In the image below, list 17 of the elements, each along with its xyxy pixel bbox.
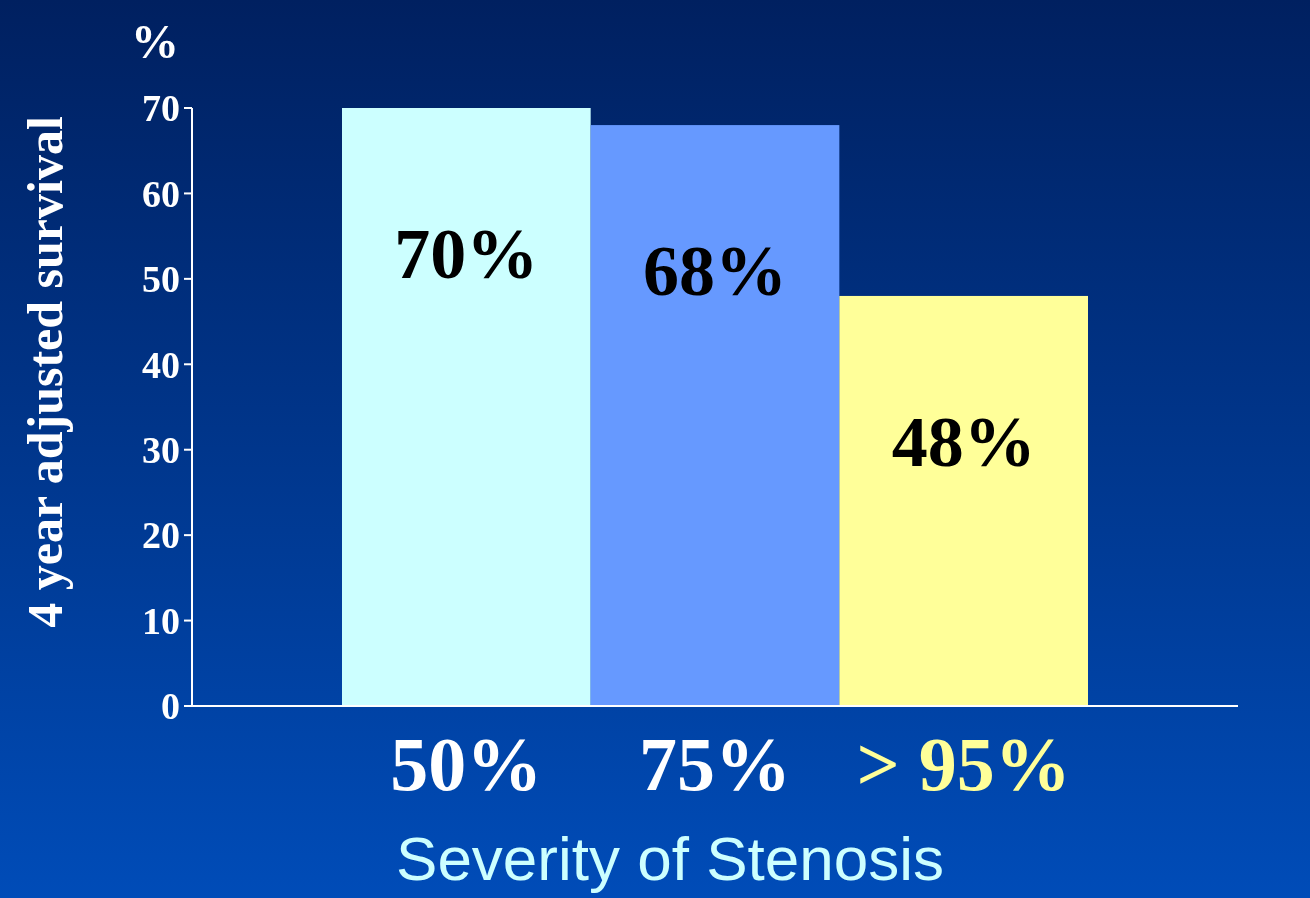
x-tick-label: 50% [390,722,543,806]
y-tick-label: 0 [161,685,180,728]
y-tick-label: 20 [142,514,180,557]
data-label: 68% [643,231,787,312]
y-tick-label: 40 [142,343,180,386]
data-label: 70% [394,214,539,294]
y-tick-label: 10 [142,599,180,642]
x-tick-label: > 95% [856,722,1071,806]
y-tick-label: 30 [142,429,180,472]
y-tick-label: 60 [142,172,180,215]
y-tick-label: 50 [142,258,180,301]
y-tick-label: 70 [142,87,180,130]
x-tick-label: 75% [639,722,791,806]
y-axis-title: 4 year adjusted survival [17,116,73,628]
data-label: 48% [891,401,1036,482]
text: % [131,15,179,68]
x-axis-title: Severity of Stenosis [396,824,944,893]
